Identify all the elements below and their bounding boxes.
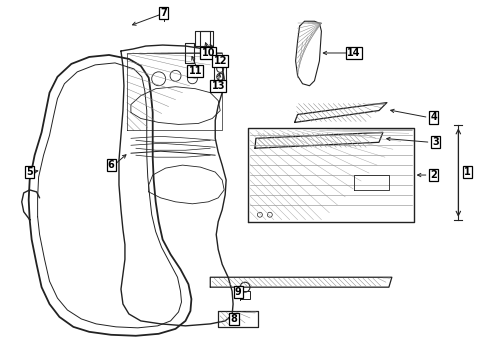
Text: 13: 13 <box>212 81 225 91</box>
Text: 5: 5 <box>26 167 33 177</box>
Text: 3: 3 <box>432 137 439 147</box>
Text: 7: 7 <box>160 8 167 18</box>
Text: 4: 4 <box>430 112 437 122</box>
Text: 1: 1 <box>464 167 471 177</box>
Text: 14: 14 <box>347 48 361 58</box>
Text: 2: 2 <box>430 170 437 180</box>
Text: 6: 6 <box>108 160 115 170</box>
Text: 9: 9 <box>235 287 242 297</box>
Text: 12: 12 <box>214 56 227 66</box>
Text: 10: 10 <box>201 48 215 58</box>
Text: 11: 11 <box>189 66 202 76</box>
Text: 8: 8 <box>231 314 238 324</box>
